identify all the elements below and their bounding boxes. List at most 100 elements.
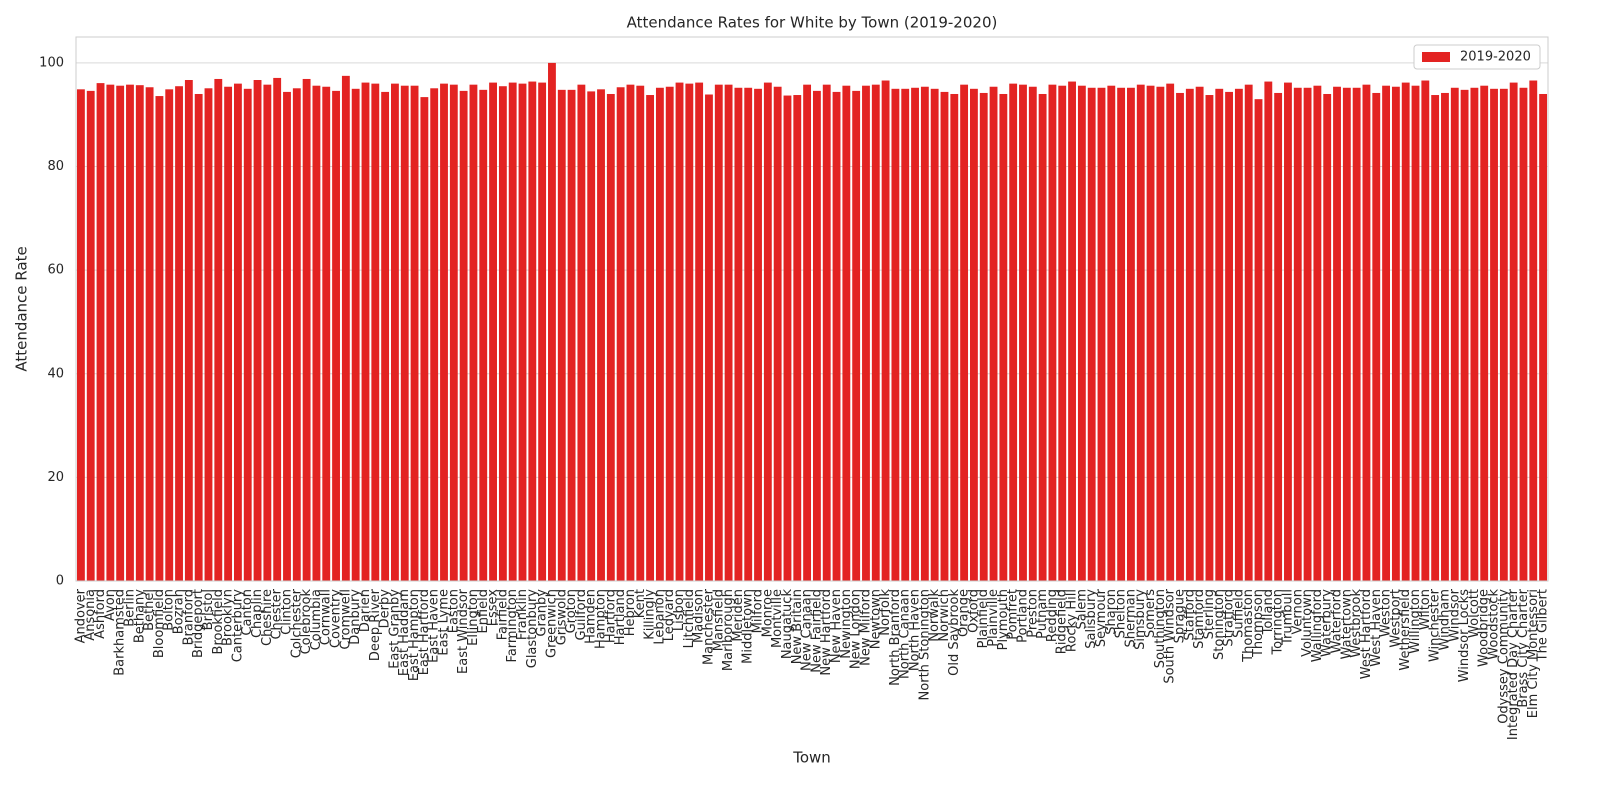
x-tick-label: New London — [849, 589, 864, 669]
bar — [283, 91, 291, 582]
bar — [1450, 87, 1459, 582]
x-tick-label: Watertown — [1339, 589, 1354, 659]
bar — [783, 95, 792, 581]
bar — [705, 94, 713, 581]
bar — [1470, 87, 1479, 582]
x-tick-label: Hartford — [603, 589, 618, 643]
x-tick-label: Brooklyn — [221, 589, 236, 646]
x-tick-label: Weston — [1379, 589, 1394, 637]
x-tick-label: Shelton — [1114, 589, 1129, 638]
x-tick-label: Wolcott — [1467, 589, 1482, 638]
x-tick-label: East Hartford — [417, 589, 432, 675]
y-tick-label: 0 — [56, 574, 64, 589]
x-tick-label: Wethersfield — [1398, 589, 1413, 671]
x-tick-label: Bethel — [142, 589, 157, 631]
x-tick-label: Essex — [486, 589, 501, 627]
bar — [1529, 80, 1538, 582]
bar — [263, 84, 272, 581]
bar — [1127, 87, 1135, 582]
bar — [1441, 92, 1449, 581]
bar — [1519, 87, 1528, 582]
bar — [1234, 88, 1243, 582]
x-tick-label: Colchester — [289, 588, 304, 658]
x-tick-label: Columbia — [309, 589, 324, 650]
x-tick-label: Bloomfield — [152, 589, 167, 658]
x-tick-label: Suffield — [1231, 589, 1246, 638]
x-tick-label: New Milford — [858, 589, 873, 666]
x-tick-label: Hampton — [594, 589, 609, 649]
bar — [479, 89, 488, 582]
x-tick-label: Bethany — [132, 589, 147, 643]
bar — [224, 86, 233, 581]
x-tick-label: Litchfield — [682, 589, 697, 648]
bar — [1303, 87, 1312, 582]
bar — [155, 96, 164, 581]
x-tick-label: East Windsor — [456, 588, 471, 674]
chart-title: Attendance Rates for White by Town (2019… — [627, 14, 998, 32]
x-tick-label: Montville — [770, 589, 785, 648]
x-tick-label: Sherman — [1123, 589, 1138, 647]
bar — [626, 84, 635, 581]
bar — [1058, 85, 1067, 581]
x-tick-label: Odyssey Community — [1496, 589, 1511, 724]
x-tick-label: Mansfield — [711, 589, 726, 651]
bar — [1254, 99, 1263, 582]
bar — [459, 90, 468, 582]
x-tick-label: Killingly — [643, 589, 658, 640]
bar — [1284, 82, 1292, 582]
x-tick-label: Enfield — [476, 589, 491, 634]
bar — [1539, 93, 1548, 581]
x-tick-label: East Granby — [387, 589, 402, 669]
bar — [911, 87, 919, 582]
x-tick-label: New Hartford — [819, 589, 834, 676]
bar — [714, 84, 723, 581]
y-tick-label: 40 — [47, 366, 64, 381]
x-tick-label: Portland — [1015, 589, 1030, 643]
legend-swatch — [1422, 52, 1450, 62]
bar — [361, 82, 370, 582]
bar — [489, 82, 497, 582]
bar — [391, 83, 399, 581]
x-tick-label: Coventry — [329, 589, 344, 648]
bar — [1176, 92, 1184, 581]
x-tick-label: Preston — [1025, 589, 1040, 638]
x-tick-label: Chester — [270, 588, 285, 639]
x-tick-label: Torrington — [1271, 589, 1286, 656]
x-tick-label: Bridgeport — [191, 589, 206, 658]
x-tick-label: Cromwell — [338, 589, 353, 650]
x-tick-label: South Windsor — [1163, 588, 1178, 683]
bar — [292, 88, 301, 581]
x-tick-label: Trumbull — [1280, 589, 1295, 646]
x-tick-label: Orange — [957, 589, 972, 637]
plot-frame — [75, 36, 1549, 582]
bar — [1421, 80, 1430, 582]
bar — [685, 83, 694, 581]
x-tick-label: Norwich — [937, 589, 952, 642]
x-tick-label: Tolland — [1261, 589, 1276, 635]
x-tick-label: Brookfield — [211, 589, 226, 654]
x-tick-label: Newtown — [868, 589, 883, 649]
x-tick-label: Sterling — [1202, 589, 1217, 639]
x-tick-label: Windsor Locks — [1457, 589, 1472, 683]
x-tick-label: Elm City Montessori — [1526, 589, 1541, 718]
x-tick-label: Bozrah — [172, 589, 187, 634]
bar — [1313, 85, 1322, 581]
x-tick-label: Westbrook — [1349, 589, 1364, 658]
y-tick-label: 20 — [47, 470, 64, 485]
bar — [175, 86, 183, 581]
bar — [842, 85, 851, 581]
x-tick-label: Redding — [1045, 589, 1060, 642]
bar — [1117, 87, 1126, 582]
x-tick-label: Branford — [181, 589, 196, 645]
legend-box — [1413, 44, 1541, 70]
bar — [548, 62, 556, 581]
x-tick-label: Ridgefield — [1055, 589, 1070, 654]
x-tick-label: Seymour — [1094, 588, 1109, 647]
x-tick-label: Farmington — [505, 589, 520, 662]
x-tick-label: Sharon — [1104, 589, 1119, 635]
x-tick-label: North Stonington — [917, 589, 932, 700]
bar — [675, 82, 684, 582]
x-tick-label: Deep River — [368, 588, 383, 661]
bars — [76, 62, 1548, 582]
